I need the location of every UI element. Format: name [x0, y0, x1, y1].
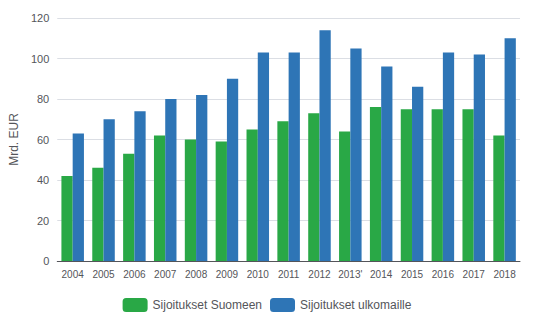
- svg-text:2016: 2016: [432, 269, 455, 280]
- svg-text:120: 120: [31, 12, 49, 24]
- svg-text:2005: 2005: [92, 269, 115, 280]
- svg-text:2006: 2006: [123, 269, 146, 280]
- svg-text:2011: 2011: [278, 269, 300, 280]
- svg-text:2017: 2017: [463, 269, 486, 280]
- svg-text:2004: 2004: [62, 269, 85, 280]
- svg-text:2007: 2007: [154, 269, 177, 280]
- svg-text:60: 60: [37, 134, 49, 146]
- svg-text:2014: 2014: [370, 269, 393, 280]
- svg-text:2012: 2012: [308, 269, 331, 280]
- svg-text:2015: 2015: [401, 269, 424, 280]
- svg-text:0: 0: [43, 255, 49, 267]
- svg-text:2010: 2010: [247, 269, 270, 280]
- svg-text:20: 20: [37, 215, 49, 227]
- svg-text:2013': 2013': [338, 269, 362, 280]
- svg-text:2008: 2008: [185, 269, 208, 280]
- svg-text:40: 40: [37, 174, 49, 186]
- svg-text:100: 100: [31, 53, 49, 65]
- svg-text:2009: 2009: [216, 269, 239, 280]
- svg-text:2018: 2018: [493, 269, 516, 280]
- svg-text:80: 80: [37, 93, 49, 105]
- svg-text:Sijoitukset Suomeen: Sijoitukset Suomeen: [153, 298, 262, 312]
- svg-text:Sijoitukset ulkomaille: Sijoitukset ulkomaille: [300, 298, 412, 312]
- svg-text:Mrd. EUR: Mrd. EUR: [7, 113, 21, 166]
